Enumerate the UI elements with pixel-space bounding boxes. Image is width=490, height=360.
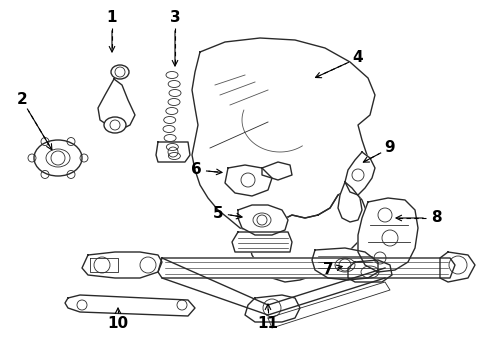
Ellipse shape — [166, 72, 178, 78]
Ellipse shape — [166, 144, 178, 150]
Ellipse shape — [166, 108, 178, 114]
Polygon shape — [338, 182, 362, 222]
Polygon shape — [358, 198, 418, 272]
Polygon shape — [90, 258, 118, 272]
Polygon shape — [440, 252, 475, 282]
Polygon shape — [348, 260, 392, 282]
Text: 5: 5 — [213, 206, 223, 220]
Text: 11: 11 — [258, 315, 278, 330]
Text: 2: 2 — [17, 93, 27, 108]
Ellipse shape — [34, 140, 82, 176]
Polygon shape — [345, 152, 375, 195]
Text: 3: 3 — [170, 10, 180, 26]
Ellipse shape — [169, 153, 180, 159]
Polygon shape — [245, 295, 300, 322]
Polygon shape — [262, 162, 292, 180]
Polygon shape — [156, 142, 190, 162]
Ellipse shape — [104, 117, 126, 133]
Ellipse shape — [111, 65, 129, 79]
Ellipse shape — [46, 149, 70, 167]
Text: 9: 9 — [385, 140, 395, 156]
Text: 10: 10 — [107, 315, 128, 330]
Polygon shape — [65, 295, 195, 316]
Ellipse shape — [168, 99, 180, 105]
Polygon shape — [225, 165, 272, 196]
Ellipse shape — [164, 135, 176, 141]
Ellipse shape — [168, 81, 180, 87]
Polygon shape — [312, 248, 378, 280]
Text: 8: 8 — [431, 211, 441, 225]
Polygon shape — [268, 282, 390, 328]
Polygon shape — [192, 38, 375, 232]
Text: 1: 1 — [107, 10, 117, 26]
Ellipse shape — [163, 126, 175, 132]
Ellipse shape — [164, 117, 176, 123]
Polygon shape — [98, 79, 135, 130]
Text: 7: 7 — [323, 262, 333, 278]
Ellipse shape — [169, 90, 181, 96]
Polygon shape — [158, 258, 455, 278]
Text: 4: 4 — [353, 50, 363, 66]
Polygon shape — [232, 232, 292, 252]
Polygon shape — [238, 205, 288, 235]
Polygon shape — [248, 188, 368, 282]
Polygon shape — [82, 252, 162, 278]
Text: 6: 6 — [191, 162, 201, 177]
